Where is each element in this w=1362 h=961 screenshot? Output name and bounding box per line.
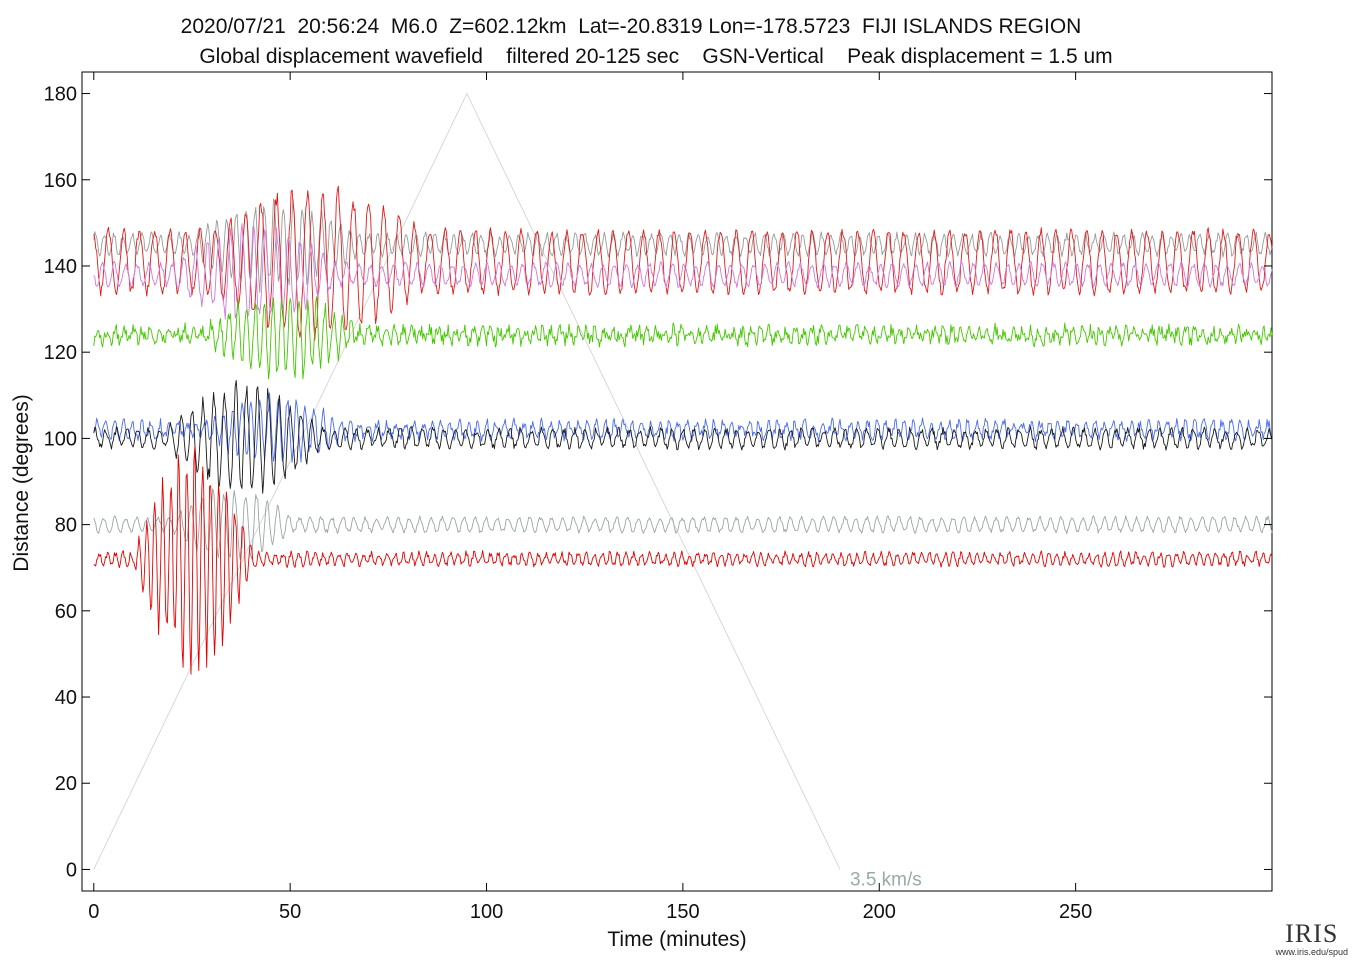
y-tick-label: 180 (44, 84, 77, 106)
y-tick-label: 120 (44, 342, 77, 364)
reference-velocity-line (93, 92, 841, 870)
y-tick-label: 0 (66, 859, 77, 881)
seismogram-trace (93, 445, 1273, 675)
y-tick-label: 100 (44, 428, 77, 450)
y-tick-label: 80 (55, 515, 77, 537)
y-axis-label: Distance (degrees) (10, 394, 33, 571)
x-tick-label: 250 (1059, 901, 1092, 923)
reference-line-label: 3.5 km/s (850, 869, 922, 890)
chart-subtitle: Global displacement wavefield filtered 2… (199, 45, 1113, 68)
y-tick-label: 160 (44, 170, 77, 192)
iris-logo: IRIS www.iris.edu/spud (1275, 919, 1348, 958)
y-tick-label: 140 (44, 256, 77, 278)
chart-title-event: 2020/07/21 20:56:24 M6.0 Z=602.12km Lat=… (180, 15, 1082, 38)
x-tick-label: 150 (666, 901, 699, 923)
seismogram-trace (93, 185, 1273, 341)
seismogram-trace (93, 223, 1273, 320)
x-tick-label: 0 (88, 901, 99, 923)
y-tick-label: 40 (55, 687, 77, 709)
x-tick-label: 200 (863, 901, 896, 923)
y-tick-label: 20 (55, 773, 77, 795)
seismogram-trace (93, 488, 1273, 560)
seismogram-trace (93, 379, 1273, 494)
y-tick-label: 60 (55, 601, 77, 623)
iris-logo-url: www.iris.edu/spud (1275, 947, 1348, 957)
iris-logo-text: IRIS (1285, 919, 1339, 948)
seismogram-trace (93, 392, 1273, 463)
x-tick-label: 100 (470, 901, 503, 923)
x-tick-label: 50 (279, 901, 301, 923)
plot-area-frame (81, 71, 1273, 892)
x-axis-label: Time (minutes) (607, 928, 746, 951)
seismogram-trace (93, 296, 1273, 380)
